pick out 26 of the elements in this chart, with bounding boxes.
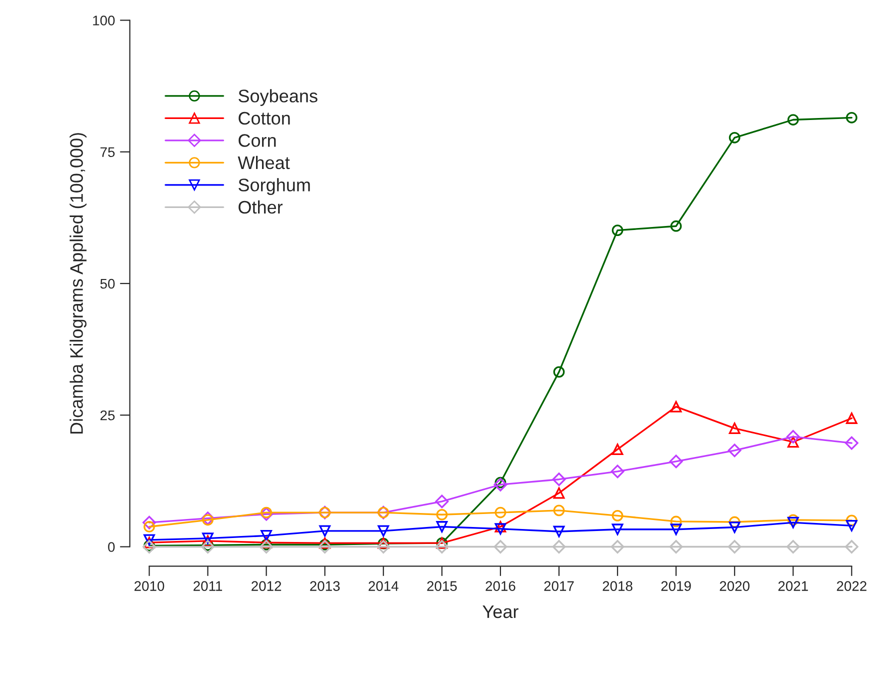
y-tick-label: 75 — [100, 147, 115, 158]
legend-label: Corn — [238, 134, 276, 147]
legend-label: Sorghum — [238, 178, 310, 195]
legend-label: Soybeans — [238, 89, 318, 106]
y-tick-label: 25 — [100, 410, 115, 420]
x-tick-label: 2016 — [486, 581, 516, 591]
legend-label: Cotton — [238, 112, 290, 125]
x-tick-label: 2013 — [310, 581, 340, 591]
x-tick-label: 2018 — [602, 581, 632, 591]
y-tick-label: 50 — [100, 278, 115, 289]
x-tick-label: 2011 — [194, 581, 222, 591]
y-tick-label: 100 — [93, 16, 115, 26]
y-axis-title: Dicamba Kilograms Applied (100,000) — [70, 133, 87, 434]
x-tick-label: 2017 — [544, 581, 574, 591]
legend-label: Wheat — [238, 156, 290, 170]
legend-label: Other — [238, 200, 283, 214]
x-tick-label: 2015 — [427, 581, 457, 591]
x-tick-label: 2019 — [661, 581, 691, 591]
x-tick-label: 2022 — [836, 581, 866, 591]
x-tick-label: 2020 — [720, 581, 750, 591]
x-axis-title: Year — [482, 606, 518, 618]
x-tick-label: 2014 — [368, 581, 398, 591]
y-tick-label: 0 — [108, 542, 115, 552]
x-tick-label: 2021 — [778, 581, 808, 591]
x-tick-label: 2010 — [134, 581, 164, 591]
x-tick-label: 2012 — [252, 581, 282, 591]
